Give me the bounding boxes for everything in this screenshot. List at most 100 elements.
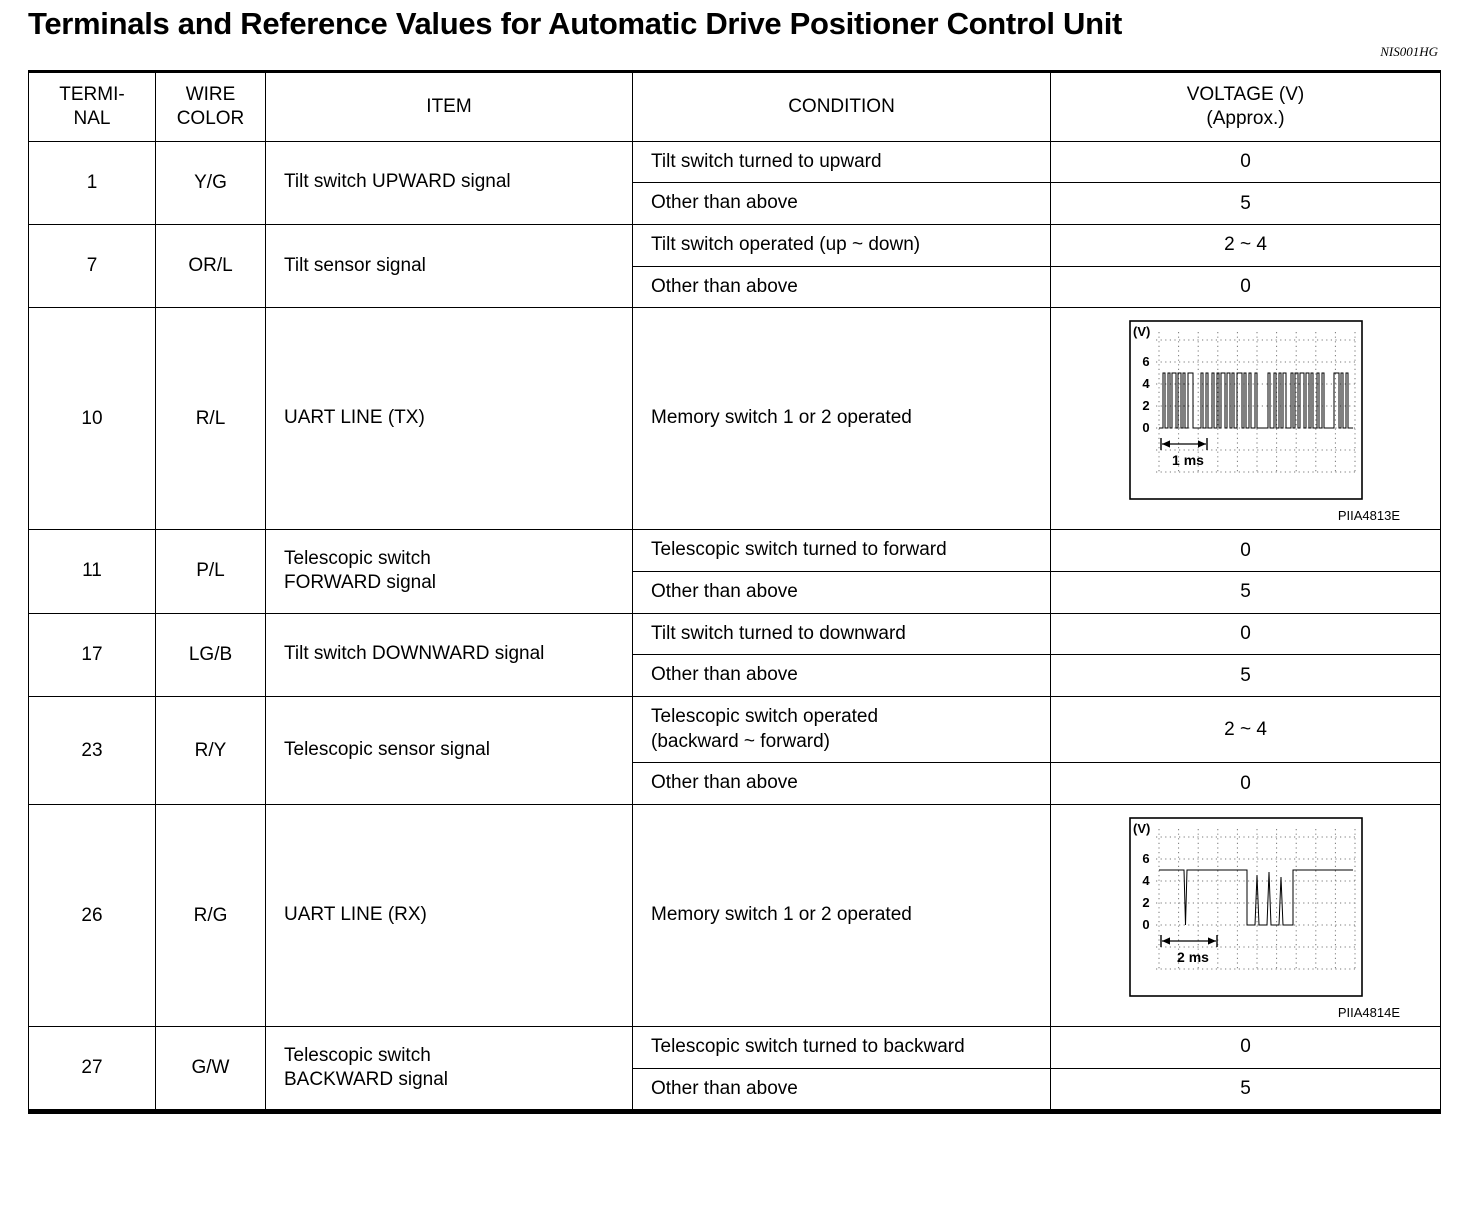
voltage-cell: 5	[1050, 1067, 1441, 1113]
item-cell: UART LINE (RX)	[265, 804, 633, 1028]
scope-time-label: 1 ms	[1172, 452, 1204, 468]
condition-cell: Other than above	[632, 654, 1051, 697]
column-header-voltage: VOLTAGE (V) (Approx.)	[1050, 71, 1441, 142]
condition-cell: Other than above	[632, 182, 1051, 225]
scope-y-tick-label: 4	[1142, 873, 1150, 888]
scope-frame	[1128, 817, 1363, 997]
voltage-cell: 0	[1050, 612, 1441, 656]
table-row: 23 R/Y Telescopic sensor signal Telescopic …	[28, 695, 1441, 806]
time-arrowhead-left	[1161, 937, 1170, 945]
scope-y-tick-label: 6	[1142, 851, 1149, 866]
table-row: 1 Y/G Tilt switch UPWARD signal Tilt switch…	[28, 140, 1441, 225]
voltage-cell: 0	[1050, 265, 1441, 309]
condition-cell: Tilt switch turned to upward	[632, 140, 1051, 184]
scope-unit-label: (V)	[1133, 821, 1150, 836]
voltage-cell: 0	[1050, 762, 1441, 806]
column-header-condition: CONDITION	[632, 71, 1051, 142]
wire-color-cell: R/Y	[155, 695, 266, 806]
wire-color-cell: R/L	[155, 307, 266, 531]
condition-cell: Tilt switch turned to downward	[632, 612, 1051, 656]
figure-code-label: PIIA4813E	[1337, 508, 1400, 524]
item-cell: Telescopic switch BACKWARD signal	[265, 1026, 633, 1113]
terminal-cell: 1	[28, 140, 156, 225]
voltage-cell: 2 ~ 4	[1050, 695, 1441, 764]
table-row: Other than above 5	[29, 1067, 1441, 1113]
scope-y-tick-label: 4	[1142, 376, 1150, 391]
scope-y-tick-label: 2	[1142, 895, 1149, 910]
table-row: 10 R/L UART LINE (TX) Memory switch 1 or 2 …	[28, 307, 1441, 531]
scope-y-tick-label: 0	[1142, 917, 1149, 932]
terminal-cell: 11	[28, 529, 156, 614]
item-cell: Telescopic sensor signal	[265, 695, 633, 806]
condition-cell: Telescopic switch turned to backward	[632, 1026, 1051, 1069]
oscilloscope-figure: (V) 6 4 2 0 1 ms PIIA4813E	[1059, 320, 1432, 523]
voltage-cell: 0	[1050, 140, 1441, 184]
column-header-item: ITEM	[265, 71, 633, 142]
wire-color-cell: Y/G	[155, 140, 266, 225]
condition-cell: Other than above	[632, 265, 1051, 309]
table-row: 11 P/L Telescopic switch FORWARD signal Tel…	[28, 529, 1441, 614]
condition-cell: Other than above	[632, 570, 1051, 614]
condition-cell: Other than above	[632, 762, 1051, 806]
condition-cell: Tilt switch operated (up ~ down)	[632, 223, 1051, 267]
voltage-cell: (V) 6 4 2 0 2 ms PIIA4814E	[1050, 804, 1441, 1028]
condition-cell: Telescopic switch operated (backward ~ f…	[632, 695, 1051, 764]
item-cell: Telescopic switch FORWARD signal	[265, 529, 633, 614]
oscilloscope-figure: (V) 6 4 2 0 2 ms PIIA4814E	[1059, 817, 1432, 1020]
voltage-cell: 5	[1050, 182, 1441, 225]
item-cell: Tilt sensor signal	[265, 223, 633, 309]
voltage-cell: 2 ~ 4	[1050, 223, 1441, 267]
waveform-trace	[1158, 869, 1353, 926]
wire-color-cell: R/G	[155, 804, 266, 1028]
item-cell: Tilt switch DOWNWARD signal	[265, 612, 633, 698]
table-row: 27 G/W Telescopic switch BACKWARD signal Te…	[28, 1026, 1441, 1113]
table-row: Other than above 5	[29, 570, 1441, 614]
voltage-cell: 0	[1050, 1026, 1441, 1069]
oscilloscope-rx-svg: (V) 6 4 2 0 2 ms	[1128, 817, 1363, 997]
item-cell: Tilt switch UPWARD signal	[265, 140, 633, 225]
time-arrowhead-right	[1197, 440, 1206, 448]
column-header-terminal: TERMI- NAL	[28, 71, 156, 142]
voltage-cell: 5	[1050, 570, 1441, 614]
time-arrowhead-left	[1161, 440, 1170, 448]
wire-color-cell: LG/B	[155, 612, 266, 698]
condition-cell: Other than above	[632, 1067, 1051, 1113]
wire-color-cell: G/W	[155, 1026, 266, 1113]
figure-code-label: PIIA4814E	[1337, 1005, 1400, 1021]
time-arrowhead-right	[1207, 937, 1216, 945]
oscilloscope-tx-svg: (V) 6 4 2 0 1 ms	[1128, 320, 1363, 501]
wire-color-cell: OR/L	[155, 223, 266, 309]
terminal-reference-table: TERMI- NAL WIRE COLOR ITEM CONDITION VOL…	[28, 70, 1441, 1115]
page-title: Terminals and Reference Values for Autom…	[28, 6, 1123, 41]
waveform-trace	[1158, 372, 1353, 429]
table-row: 17 LG/B Tilt switch DOWNWARD signal Tilt sw…	[28, 612, 1441, 698]
voltage-cell: (V) 6 4 2 0 1 ms PIIA4813E	[1050, 307, 1441, 531]
terminal-cell: 26	[28, 804, 156, 1028]
header-row: TERMI- NAL WIRE COLOR ITEM CONDITION VOL…	[28, 71, 1441, 142]
condition-cell: Memory switch 1 or 2 operated	[632, 307, 1051, 531]
voltage-cell: 0	[1050, 529, 1441, 572]
item-cell: UART LINE (TX)	[265, 307, 633, 531]
voltage-cell: 5	[1050, 654, 1441, 697]
condition-cell: Telescopic switch turned to forward	[632, 529, 1051, 572]
table-row: 7 OR/L Tilt sensor signal Tilt switch opera…	[28, 223, 1441, 309]
table-header: TERMI- NAL WIRE COLOR ITEM CONDITION VOL…	[28, 71, 1441, 142]
wire-color-cell: P/L	[155, 529, 266, 614]
terminal-cell: 10	[28, 307, 156, 531]
terminal-cell: 27	[28, 1026, 156, 1113]
terminal-cell: 17	[28, 612, 156, 698]
scope-unit-label: (V)	[1133, 324, 1150, 339]
terminal-cell: 7	[28, 223, 156, 309]
scope-y-tick-label: 6	[1142, 354, 1149, 369]
scope-y-tick-label: 0	[1142, 420, 1149, 435]
scope-time-label: 2 ms	[1177, 949, 1209, 965]
condition-cell: Memory switch 1 or 2 operated	[632, 804, 1051, 1028]
terminal-cell: 23	[28, 695, 156, 806]
scope-y-tick-label: 2	[1142, 398, 1149, 413]
table-row: 26 R/G UART LINE (RX) Memory switch 1 or 2 …	[28, 804, 1441, 1028]
table-row: Other than above 0	[29, 265, 1441, 309]
reference-code: NIS001HG	[1380, 44, 1438, 59]
column-header-wire-color: WIRE COLOR	[155, 71, 266, 142]
table-body: 1 Y/G Tilt switch UPWARD signal Tilt switch…	[28, 140, 1441, 1113]
